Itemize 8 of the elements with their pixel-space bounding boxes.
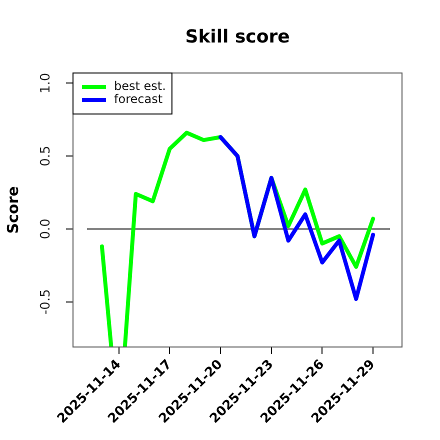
y-tick-label: -0.5 — [38, 289, 54, 315]
legend-label: best est. — [114, 79, 166, 94]
y-tick-label: 0.0 — [38, 218, 54, 240]
legend-label: forecast — [114, 92, 163, 106]
y-tick-label: 1.0 — [38, 72, 54, 94]
y-axis-title: Score — [4, 186, 22, 234]
chart-title: Skill score — [185, 26, 290, 48]
y-tick-label: 0.5 — [38, 146, 54, 166]
